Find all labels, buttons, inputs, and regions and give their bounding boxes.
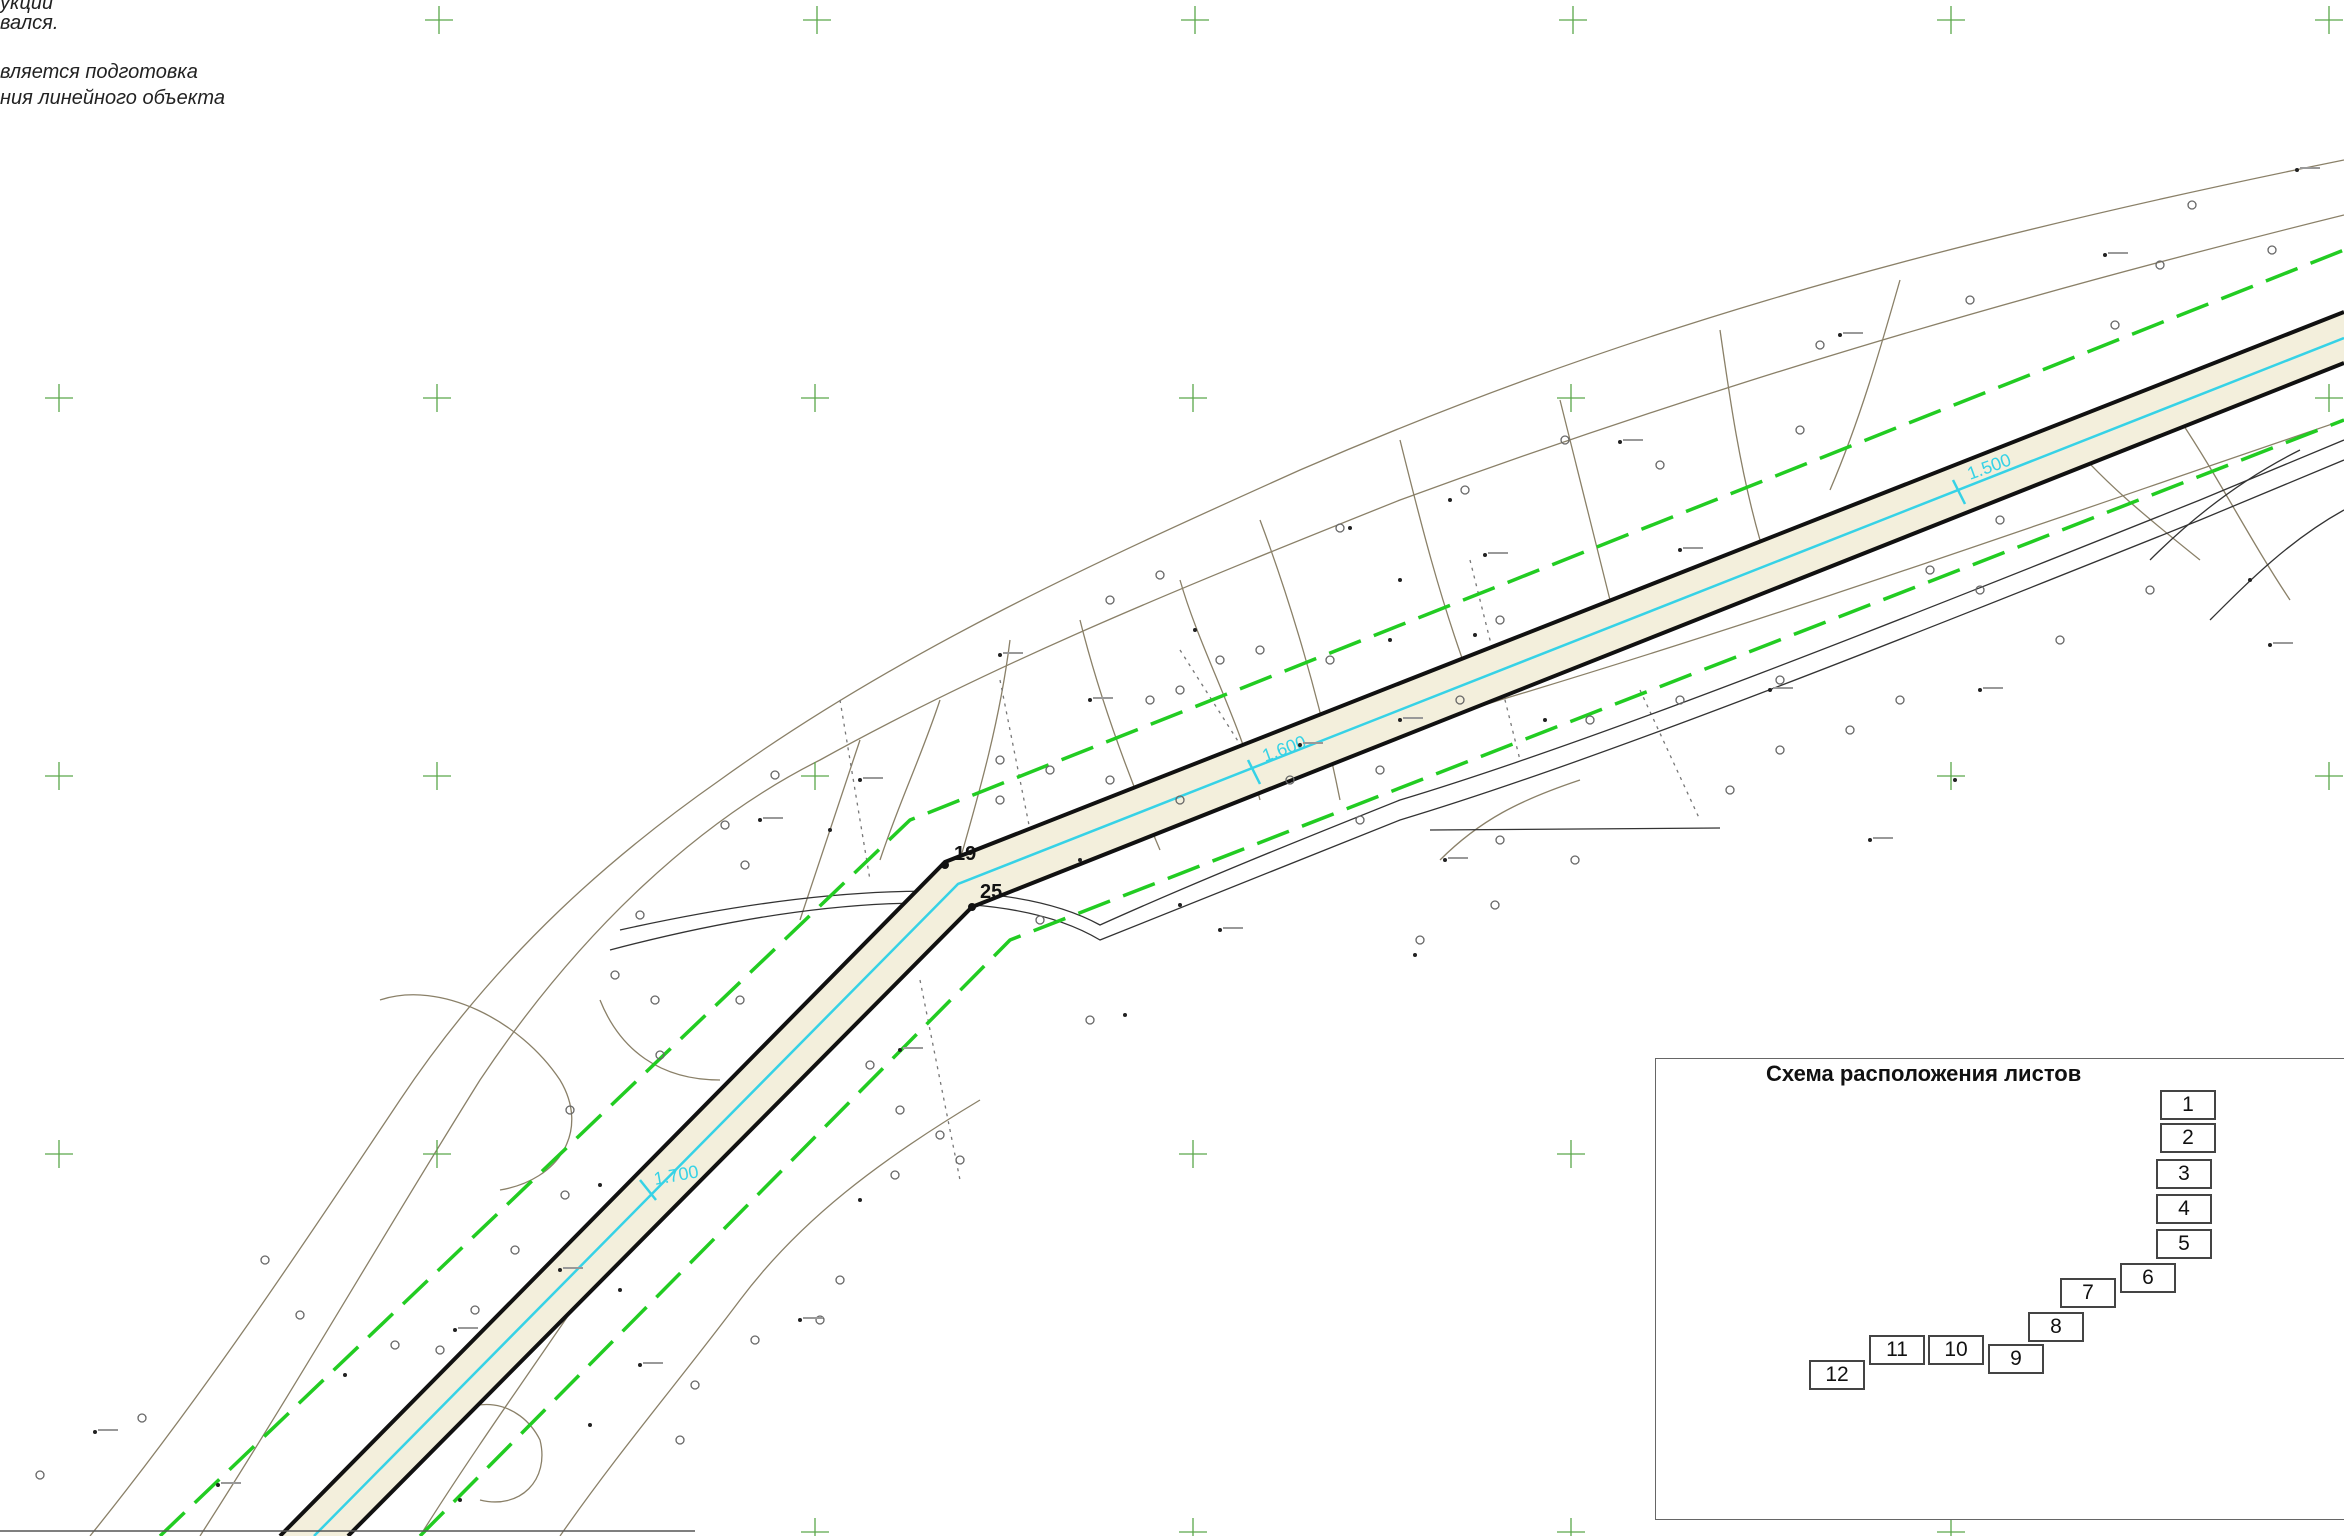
sheet-2[interactable]: 2	[2160, 1123, 2216, 1153]
sheet-8[interactable]: 8	[2028, 1312, 2084, 1342]
sheet-layout-scheme: Схема расположения листов 1 2 3 4 5 6 7 …	[1655, 1058, 2344, 1520]
turn-points	[941, 861, 976, 911]
route-axis	[313, 336, 2344, 1536]
station-ticks	[639, 479, 1967, 1201]
note-line-1: укции	[0, 0, 54, 14]
sheet-3[interactable]: 3	[2156, 1159, 2212, 1189]
note-line-3: вляется подготовка	[0, 61, 198, 83]
sheet-9[interactable]: 9	[1988, 1344, 2044, 1374]
buffer-lines	[158, 248, 2344, 1536]
note-line-4: ния линейного объекта	[0, 87, 225, 109]
grid-crosses	[45, 6, 2343, 1536]
sheet-4[interactable]: 4	[2156, 1194, 2212, 1224]
tree-markers	[35, 200, 2277, 1480]
note-line-2: вался.	[0, 12, 59, 34]
sheet-11[interactable]: 11	[1869, 1335, 1925, 1365]
corridor-fill	[280, 312, 2344, 1536]
sheet-5[interactable]: 5	[2156, 1229, 2212, 1259]
elevation-label-marks	[98, 167, 2320, 1484]
marker-25: 25	[980, 881, 1002, 903]
elevation-points	[93, 168, 2299, 1502]
scheme-title: Схема расположения листов	[1766, 1061, 2082, 1086]
sheet-12[interactable]: 12	[1809, 1360, 1865, 1390]
sheet-7[interactable]: 7	[2060, 1278, 2116, 1308]
sheet-1[interactable]: 1	[2160, 1090, 2216, 1120]
road-lines	[609, 439, 2344, 951]
marker-19: 19	[954, 843, 976, 865]
sheet-6[interactable]: 6	[2120, 1263, 2176, 1293]
sheet-10[interactable]: 10	[1928, 1335, 1984, 1365]
